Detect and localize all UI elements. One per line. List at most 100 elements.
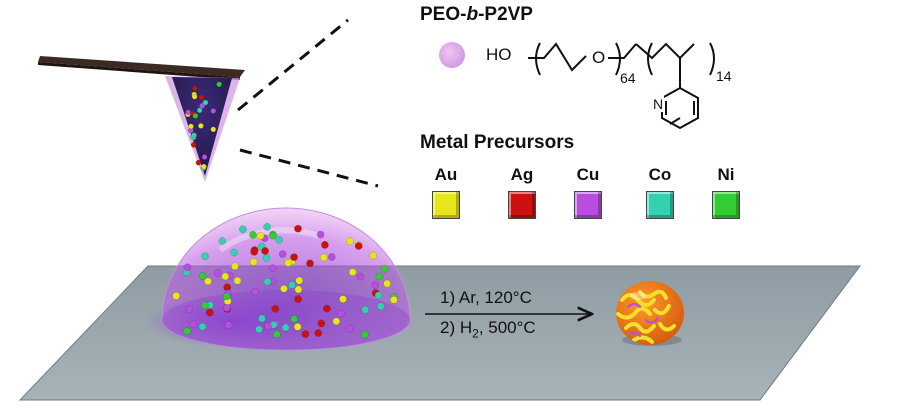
precursor-particle [346, 237, 354, 246]
precursor-particle [284, 259, 293, 267]
precursor-particle [294, 285, 303, 294]
precursor-particle [183, 263, 192, 272]
precursor-label: Ag [510, 165, 534, 184]
precursor-particle [268, 264, 277, 273]
precursor-particle [269, 231, 277, 240]
precursor-particle [196, 107, 203, 114]
precursor-particle [371, 281, 380, 290]
precursor-particle [198, 271, 207, 280]
precursor-particle [255, 325, 263, 334]
dome-highlight [218, 227, 321, 253]
precursor-particle [354, 242, 363, 250]
precursor-particle [390, 295, 398, 304]
precursor-particle [201, 154, 208, 160]
precursor-particle [190, 141, 197, 148]
precursor-label: Ni [717, 165, 735, 184]
precursor-particle [251, 287, 260, 296]
precursor-particle [376, 302, 385, 311]
precursor-particle [202, 99, 209, 106]
precursor-particle [172, 292, 181, 300]
precursor-color-swatch [646, 191, 674, 219]
precursor-particle [224, 321, 233, 329]
precursor-particle [191, 132, 197, 139]
precursor-particle [239, 225, 247, 234]
precursor-particle [222, 292, 231, 301]
precursor-particle [281, 323, 290, 332]
precursor-particle [301, 330, 310, 338]
alloy-nanoparticle [616, 281, 684, 346]
dome-particles [172, 223, 398, 339]
precursor-particle [263, 322, 272, 330]
precursor-particle [223, 304, 231, 312]
precursor-particle [295, 276, 304, 285]
tip-particles [185, 81, 222, 171]
precursor-particle [213, 269, 222, 277]
precursor-particle [258, 314, 266, 323]
precursor-particle [278, 250, 287, 258]
precursor-cu: Cu [558, 165, 618, 224]
precursor-particle [201, 163, 207, 170]
afm-cantilever [38, 56, 245, 77]
precursor-particle [195, 159, 202, 166]
precursor-particle [198, 94, 205, 101]
precursor-particle [233, 276, 242, 285]
precursor-particle [290, 315, 299, 323]
precursor-particle [369, 251, 378, 260]
precursor-particle [261, 247, 269, 255]
precursor-particle [210, 126, 217, 133]
precursor-particle [210, 108, 217, 114]
precursor-particle [230, 248, 238, 257]
precursor-label: Cu [576, 165, 600, 184]
precursor-particle [288, 281, 296, 289]
precursor-au: Au [416, 165, 476, 224]
subscript-p2vp: 14 [716, 68, 732, 84]
precursor-label: Au [434, 165, 458, 184]
precursor-particle [360, 330, 369, 339]
precursor-particle [375, 272, 384, 281]
precursor-particle [273, 330, 281, 339]
precursor-particle [332, 317, 341, 326]
precursor-particle [204, 277, 212, 286]
polymer-name: PEO-b-P2VP [420, 4, 533, 25]
dome-base [162, 290, 410, 350]
precursor-particle [263, 277, 272, 286]
precursor-particle [185, 109, 192, 116]
precursor-particle [192, 85, 198, 92]
subscript-peo: 64 [620, 70, 636, 86]
zoom-line-bottom [239, 148, 379, 188]
precursor-particle [249, 258, 258, 266]
precursor-color-swatch [574, 191, 602, 219]
precursor-particle [199, 103, 205, 109]
precursor-particle [345, 324, 354, 333]
precursor-particle [348, 268, 357, 277]
precursor-ag: Ag [492, 165, 552, 224]
precursor-particle [191, 93, 198, 100]
precursor-particle [218, 237, 227, 245]
precursor-particle [275, 236, 284, 244]
precursor-particle [280, 284, 288, 293]
precursor-particle [192, 113, 199, 119]
precursor-color-swatch [712, 191, 740, 219]
precursor-particle [183, 327, 191, 336]
precursor-particle [356, 272, 365, 281]
precursor-particle [321, 241, 329, 249]
formula-o: O [592, 48, 606, 67]
precursor-particle [221, 272, 230, 281]
precursor-color-swatch [432, 191, 460, 219]
condition-step-2: 2) H2, 500°C [440, 318, 536, 341]
precursor-particle [317, 319, 326, 328]
precursor-particle [198, 322, 207, 331]
precursor-particle [205, 308, 214, 317]
formula-ho: HO [486, 45, 512, 64]
precursor-particle [262, 254, 271, 262]
precursor-particle [306, 259, 314, 268]
precursor-particle [189, 320, 198, 329]
precursor-particle [380, 264, 389, 273]
precursor-particle [290, 253, 298, 262]
precursor-particle [293, 322, 302, 331]
precursor-co: Co [630, 165, 690, 224]
precursor-label: Co [648, 165, 672, 184]
precursor-particle [294, 224, 302, 233]
precursors-title: Metal Precursors [420, 132, 575, 153]
precursor-particle [339, 295, 347, 303]
